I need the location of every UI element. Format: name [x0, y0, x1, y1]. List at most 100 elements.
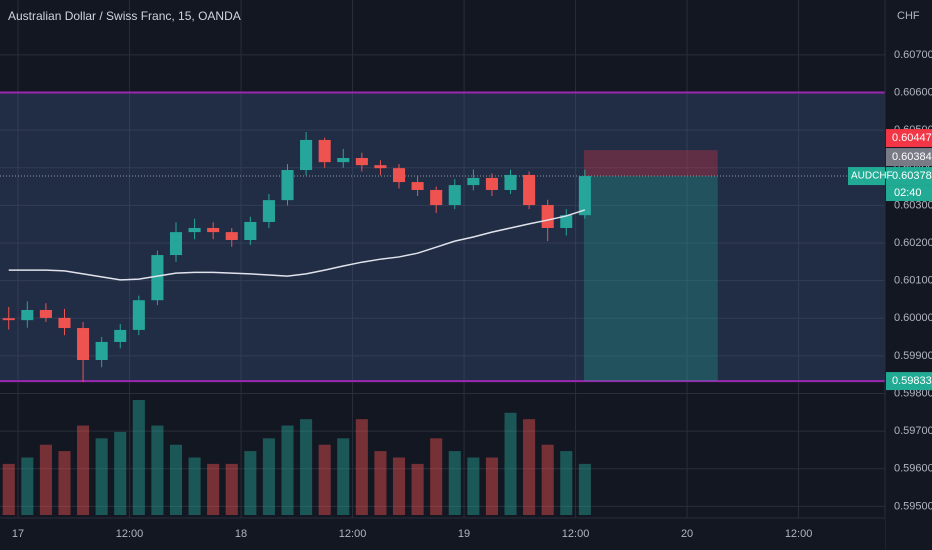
price-tag-label: 0.59833 — [892, 375, 932, 387]
candle-body — [448, 185, 461, 206]
countdown-bg — [886, 185, 932, 202]
volume-bar — [95, 438, 108, 515]
candle-body — [114, 329, 127, 342]
candle-body — [485, 177, 498, 190]
volume-bar — [77, 425, 90, 515]
time-axis — [0, 518, 885, 550]
candle-body — [95, 341, 108, 361]
x-tick-label: 18 — [235, 528, 247, 540]
volume-bar — [169, 444, 183, 515]
price-tag-label: 0.60447 — [892, 132, 932, 144]
x-tick-label: 12:00 — [339, 528, 367, 540]
target-zone — [583, 176, 718, 382]
volume-bar — [262, 438, 275, 515]
candle-body — [244, 221, 257, 241]
candle-body — [504, 174, 517, 190]
y-tick-label: 0.60700 — [894, 49, 932, 61]
x-tick-label: 12:00 — [562, 528, 590, 540]
candle-body — [411, 182, 424, 190]
price-tag — [886, 129, 932, 148]
candle-body — [281, 170, 294, 201]
volume-bar — [392, 457, 406, 515]
candle-body — [578, 176, 591, 216]
volume-bar — [560, 451, 573, 515]
volume-bar — [485, 457, 498, 515]
price-tag — [886, 148, 932, 167]
volume-bar — [132, 400, 145, 515]
candle-body — [77, 328, 90, 361]
candle-body — [355, 157, 368, 166]
price-tag-label: 0.60384 — [892, 151, 932, 163]
x-tick-label: 12:00 — [785, 528, 813, 540]
currency-label: CHF — [897, 10, 920, 22]
volume-bar — [523, 419, 536, 515]
y-tick-label: 0.59500 — [894, 500, 932, 512]
candle-body — [151, 255, 164, 301]
volume-bar — [355, 419, 368, 515]
volume-bar — [21, 457, 34, 515]
candle-body — [132, 300, 145, 330]
candle-body — [430, 189, 443, 206]
volume-bar — [504, 412, 517, 515]
volume-bar — [244, 451, 257, 515]
candle-body — [337, 157, 350, 163]
x-tick-label: 20 — [681, 528, 693, 540]
candle-body — [560, 215, 573, 228]
y-tick-label: 0.60300 — [894, 199, 932, 211]
volume-bar — [58, 451, 71, 515]
volume-bar — [188, 457, 201, 515]
y-tick-label: 0.59900 — [894, 350, 932, 362]
volume-bar — [2, 463, 15, 515]
stop-zone — [583, 150, 718, 177]
volume-bar — [281, 425, 294, 515]
moving-average — [8, 209, 586, 281]
candle-body — [188, 227, 201, 233]
candle-body — [21, 309, 34, 321]
candle-body — [225, 232, 238, 241]
candle-body — [2, 318, 15, 321]
candle-body — [300, 139, 313, 171]
candle-body — [541, 205, 554, 228]
y-tick-label: 0.60200 — [894, 237, 932, 249]
candle-body — [169, 232, 183, 256]
volume-bar — [318, 444, 331, 515]
candle-body — [374, 165, 387, 169]
price-axis — [885, 0, 932, 550]
x-tick-label: 19 — [458, 528, 470, 540]
volume-bar — [541, 444, 554, 515]
volume-bar — [430, 438, 443, 515]
candle-body — [392, 168, 406, 183]
candle-body — [262, 200, 275, 222]
countdown: 02:40 — [894, 187, 922, 199]
candle-body — [58, 317, 71, 329]
symbol-tag — [848, 167, 885, 186]
y-tick-label: 0.60600 — [894, 86, 932, 98]
volume-bar — [411, 463, 424, 515]
volume-bar — [151, 425, 164, 515]
candle-body — [467, 177, 480, 186]
y-tick-label: 0.60000 — [894, 312, 932, 324]
range-box — [0, 92, 885, 382]
volume-bar — [39, 444, 52, 515]
price-tag — [886, 167, 932, 186]
volume-bar — [467, 457, 480, 515]
x-tick-label: 12:00 — [116, 528, 144, 540]
y-tick-label: 0.60100 — [894, 275, 932, 287]
y-tick-label: 0.59700 — [894, 425, 932, 437]
volume-bar — [114, 431, 127, 515]
chart-title: Australian Dollar / Swiss Franc, 15, OAN… — [8, 9, 241, 23]
y-tick-label: 0.59600 — [894, 463, 932, 475]
candle-body — [39, 309, 52, 318]
volume-bar — [578, 463, 591, 515]
y-tick-label: 0.59800 — [894, 387, 932, 399]
x-tick-label: 17 — [12, 528, 24, 540]
candle-body — [207, 227, 220, 233]
volume-bar — [337, 438, 350, 515]
candle-body — [318, 139, 331, 163]
volume-bar — [448, 451, 461, 515]
price-tag-label: 0.60378 — [892, 170, 932, 182]
volume-bar — [300, 419, 313, 515]
price-tag — [886, 372, 932, 391]
volume-bar — [374, 451, 387, 515]
